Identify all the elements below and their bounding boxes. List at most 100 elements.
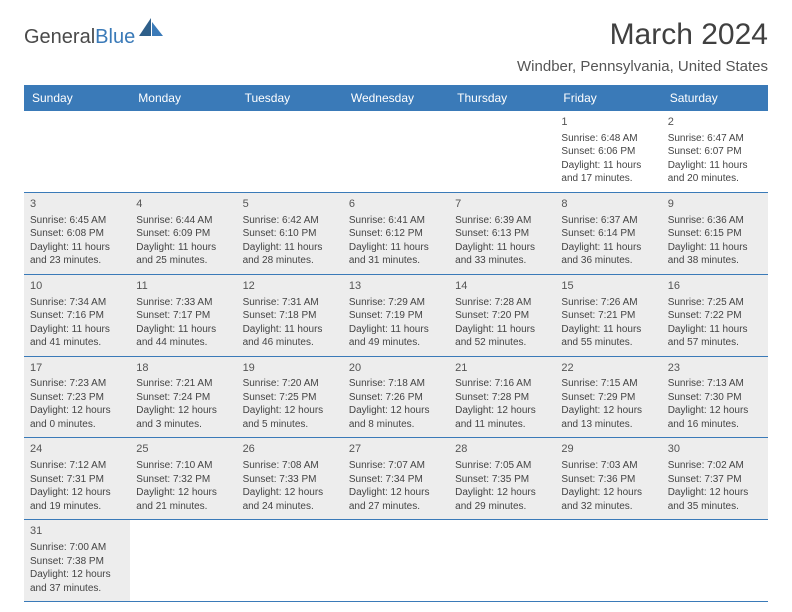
sunrise-text: Sunrise: 7:29 AM <box>349 296 443 310</box>
sunrise-text: Sunrise: 7:13 AM <box>668 377 762 391</box>
sunrise-text: Sunrise: 7:28 AM <box>455 296 549 310</box>
sunrise-text: Sunrise: 7:26 AM <box>561 296 655 310</box>
sunrise-text: Sunrise: 6:48 AM <box>561 132 655 146</box>
day-number: 31 <box>30 524 124 539</box>
daylight-text: Daylight: 11 hours and 46 minutes. <box>243 323 337 350</box>
day-number: 27 <box>349 442 443 457</box>
day-cell: 17Sunrise: 7:23 AMSunset: 7:23 PMDayligh… <box>24 357 130 438</box>
day-cell: 26Sunrise: 7:08 AMSunset: 7:33 PMDayligh… <box>237 438 343 519</box>
sunrise-text: Sunrise: 6:45 AM <box>30 214 124 228</box>
day-cell: 30Sunrise: 7:02 AMSunset: 7:37 PMDayligh… <box>662 438 768 519</box>
sunrise-text: Sunrise: 7:31 AM <box>243 296 337 310</box>
sunrise-text: Sunrise: 7:02 AM <box>668 459 762 473</box>
week-row: 17Sunrise: 7:23 AMSunset: 7:23 PMDayligh… <box>24 357 768 439</box>
day-cell: 31Sunrise: 7:00 AMSunset: 7:38 PMDayligh… <box>24 520 130 601</box>
sunset-text: Sunset: 7:36 PM <box>561 473 655 487</box>
day-cell <box>237 111 343 192</box>
day-cell <box>449 520 555 601</box>
week-row: 24Sunrise: 7:12 AMSunset: 7:31 PMDayligh… <box>24 438 768 520</box>
day-number: 10 <box>30 279 124 294</box>
day-cell: 10Sunrise: 7:34 AMSunset: 7:16 PMDayligh… <box>24 275 130 356</box>
sunrise-text: Sunrise: 6:47 AM <box>668 132 762 146</box>
week-row: 3Sunrise: 6:45 AMSunset: 6:08 PMDaylight… <box>24 193 768 275</box>
week-row: 31Sunrise: 7:00 AMSunset: 7:38 PMDayligh… <box>24 520 768 602</box>
daylight-text: Daylight: 12 hours and 32 minutes. <box>561 486 655 513</box>
sunset-text: Sunset: 6:06 PM <box>561 145 655 159</box>
sunset-text: Sunset: 7:20 PM <box>455 309 549 323</box>
day-number: 25 <box>136 442 230 457</box>
day-header-cell: Monday <box>130 85 236 111</box>
daylight-text: Daylight: 12 hours and 11 minutes. <box>455 404 549 431</box>
sunrise-text: Sunrise: 6:41 AM <box>349 214 443 228</box>
day-number: 14 <box>455 279 549 294</box>
daylight-text: Daylight: 12 hours and 8 minutes. <box>349 404 443 431</box>
sunset-text: Sunset: 7:24 PM <box>136 391 230 405</box>
daylight-text: Daylight: 12 hours and 29 minutes. <box>455 486 549 513</box>
sunset-text: Sunset: 7:19 PM <box>349 309 443 323</box>
daylight-text: Daylight: 12 hours and 19 minutes. <box>30 486 124 513</box>
daylight-text: Daylight: 11 hours and 49 minutes. <box>349 323 443 350</box>
sunrise-text: Sunrise: 7:12 AM <box>30 459 124 473</box>
day-header-cell: Saturday <box>662 85 768 111</box>
sunrise-text: Sunrise: 7:33 AM <box>136 296 230 310</box>
day-number: 29 <box>561 442 655 457</box>
sunrise-text: Sunrise: 7:10 AM <box>136 459 230 473</box>
day-cell: 15Sunrise: 7:26 AMSunset: 7:21 PMDayligh… <box>555 275 661 356</box>
sunset-text: Sunset: 7:31 PM <box>30 473 124 487</box>
day-number: 9 <box>668 197 762 212</box>
sunset-text: Sunset: 6:07 PM <box>668 145 762 159</box>
sunrise-text: Sunrise: 6:44 AM <box>136 214 230 228</box>
daylight-text: Daylight: 12 hours and 0 minutes. <box>30 404 124 431</box>
daylight-text: Daylight: 12 hours and 21 minutes. <box>136 486 230 513</box>
sunset-text: Sunset: 7:38 PM <box>30 555 124 569</box>
sunrise-text: Sunrise: 7:00 AM <box>30 541 124 555</box>
header: GeneralBlue March 2024 Windber, Pennsylv… <box>24 18 768 75</box>
day-number: 13 <box>349 279 443 294</box>
sunset-text: Sunset: 7:22 PM <box>668 309 762 323</box>
day-number: 4 <box>136 197 230 212</box>
sunset-text: Sunset: 7:37 PM <box>668 473 762 487</box>
daylight-text: Daylight: 11 hours and 57 minutes. <box>668 323 762 350</box>
day-cell: 25Sunrise: 7:10 AMSunset: 7:32 PMDayligh… <box>130 438 236 519</box>
month-title: March 2024 <box>517 18 768 52</box>
daylight-text: Daylight: 12 hours and 5 minutes. <box>243 404 337 431</box>
calendar-body: 1Sunrise: 6:48 AMSunset: 6:06 PMDaylight… <box>24 111 768 602</box>
day-number: 23 <box>668 361 762 376</box>
day-header-row: SundayMondayTuesdayWednesdayThursdayFrid… <box>24 85 768 111</box>
sunset-text: Sunset: 7:30 PM <box>668 391 762 405</box>
sunrise-text: Sunrise: 7:20 AM <box>243 377 337 391</box>
sunset-text: Sunset: 7:34 PM <box>349 473 443 487</box>
sunset-text: Sunset: 6:08 PM <box>30 227 124 241</box>
sunset-text: Sunset: 6:12 PM <box>349 227 443 241</box>
day-header-cell: Friday <box>555 85 661 111</box>
sunset-text: Sunset: 7:29 PM <box>561 391 655 405</box>
day-number: 19 <box>243 361 337 376</box>
day-cell <box>237 520 343 601</box>
sunset-text: Sunset: 7:17 PM <box>136 309 230 323</box>
day-cell <box>343 520 449 601</box>
daylight-text: Daylight: 12 hours and 3 minutes. <box>136 404 230 431</box>
day-header-cell: Wednesday <box>343 85 449 111</box>
daylight-text: Daylight: 11 hours and 33 minutes. <box>455 241 549 268</box>
sunrise-text: Sunrise: 7:03 AM <box>561 459 655 473</box>
day-number: 30 <box>668 442 762 457</box>
sunset-text: Sunset: 7:35 PM <box>455 473 549 487</box>
day-cell: 12Sunrise: 7:31 AMSunset: 7:18 PMDayligh… <box>237 275 343 356</box>
sunset-text: Sunset: 7:23 PM <box>30 391 124 405</box>
daylight-text: Daylight: 12 hours and 24 minutes. <box>243 486 337 513</box>
sunset-text: Sunset: 7:16 PM <box>30 309 124 323</box>
daylight-text: Daylight: 12 hours and 27 minutes. <box>349 486 443 513</box>
day-cell: 4Sunrise: 6:44 AMSunset: 6:09 PMDaylight… <box>130 193 236 274</box>
sunset-text: Sunset: 6:15 PM <box>668 227 762 241</box>
day-cell: 23Sunrise: 7:13 AMSunset: 7:30 PMDayligh… <box>662 357 768 438</box>
sunset-text: Sunset: 7:33 PM <box>243 473 337 487</box>
day-number: 21 <box>455 361 549 376</box>
day-cell <box>343 111 449 192</box>
day-cell: 20Sunrise: 7:18 AMSunset: 7:26 PMDayligh… <box>343 357 449 438</box>
sunrise-text: Sunrise: 7:05 AM <box>455 459 549 473</box>
day-cell: 2Sunrise: 6:47 AMSunset: 6:07 PMDaylight… <box>662 111 768 192</box>
sunrise-text: Sunrise: 7:34 AM <box>30 296 124 310</box>
sunrise-text: Sunrise: 7:21 AM <box>136 377 230 391</box>
day-cell: 24Sunrise: 7:12 AMSunset: 7:31 PMDayligh… <box>24 438 130 519</box>
day-cell <box>662 520 768 601</box>
